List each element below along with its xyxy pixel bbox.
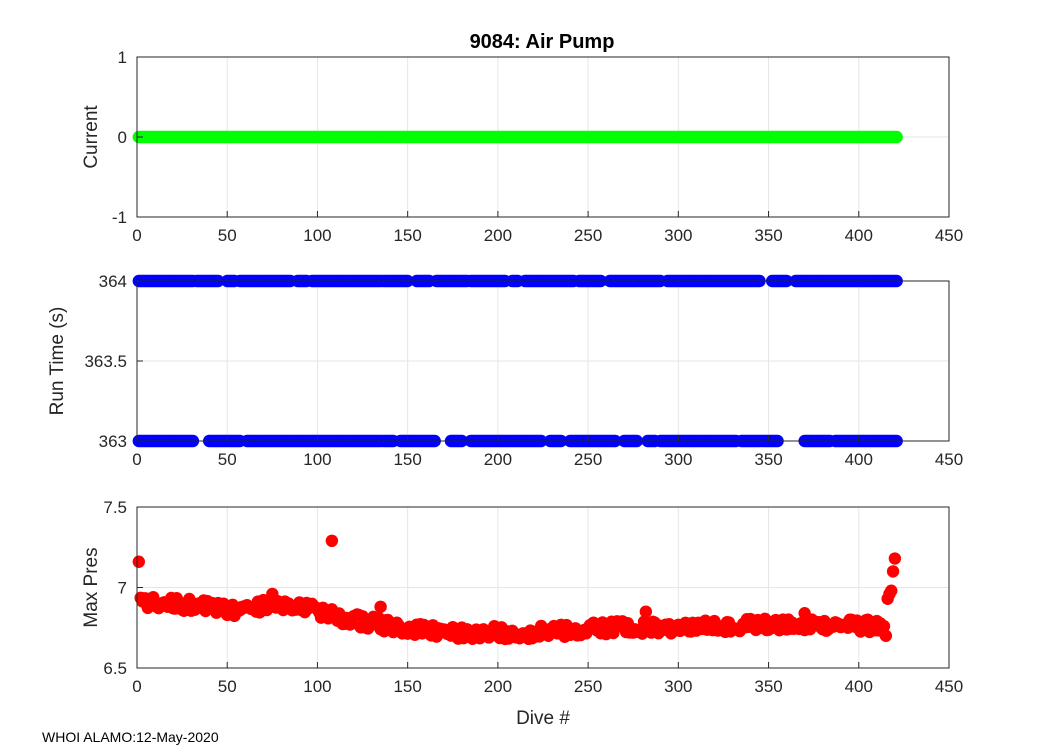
x-tick-label: 400 bbox=[845, 226, 873, 245]
x-tick-label: 450 bbox=[935, 226, 963, 245]
x-tick-label: 250 bbox=[574, 226, 602, 245]
x-tick-label: 350 bbox=[754, 226, 782, 245]
plot-panel-1: 0 50 100 150 200 250 300 350 400 450 -1 0 1 Current bbox=[81, 48, 963, 245]
plot-panel-2: 0 50 100 150 200 250 300 350 400 450 363 363.5 364 Ru… bbox=[47, 272, 963, 469]
x-tick-label: 100 bbox=[303, 450, 331, 469]
x-tick-label: 350 bbox=[754, 677, 782, 696]
x-tick-label: 0 bbox=[132, 226, 141, 245]
x-tick-label: 300 bbox=[664, 450, 692, 469]
x-tick-label: 200 bbox=[484, 450, 512, 469]
x-tick-label: 100 bbox=[303, 677, 331, 696]
x-tick-label: 50 bbox=[218, 450, 237, 469]
data-point bbox=[890, 130, 903, 144]
y-tick-label: 7.5 bbox=[103, 498, 127, 517]
plot-panel-3: 0 50 100 150 200 250 300 350 400 450 6.5 7 7.5 Max Pr… bbox=[81, 498, 963, 729]
x-tick-label: 400 bbox=[845, 677, 873, 696]
data-point bbox=[639, 605, 653, 618]
chart-title: 9084: Air Pump bbox=[470, 31, 615, 53]
data-point bbox=[374, 600, 387, 614]
x-tick-label: 150 bbox=[393, 226, 421, 245]
data-point bbox=[885, 584, 898, 597]
x-tick-label: 400 bbox=[845, 450, 873, 469]
x-tick-label: 50 bbox=[218, 226, 237, 245]
y-axis-label: Current bbox=[81, 105, 102, 169]
data-point bbox=[132, 555, 146, 568]
y-tick-label: 363.5 bbox=[84, 352, 127, 371]
x-tick-label: 150 bbox=[393, 677, 421, 696]
data-point bbox=[877, 620, 891, 633]
y-tick-label: 364 bbox=[99, 272, 127, 291]
data-point bbox=[886, 565, 900, 578]
y-tick-label: 363 bbox=[99, 432, 127, 451]
x-tick-label: 100 bbox=[303, 226, 331, 245]
data-point bbox=[798, 607, 811, 620]
x-tick-label: 0 bbox=[132, 677, 141, 696]
data-point bbox=[879, 629, 893, 642]
x-tick-label: 350 bbox=[754, 450, 782, 469]
x-axis-label: Dive # bbox=[516, 708, 570, 729]
y-tick-label: -1 bbox=[112, 208, 127, 227]
y-tick-label: 1 bbox=[118, 48, 127, 67]
y-tick-label: 0 bbox=[118, 128, 127, 147]
x-tick-label: 250 bbox=[574, 677, 602, 696]
data-series bbox=[132, 130, 903, 144]
y-axis-label: Run Time (s) bbox=[47, 307, 68, 416]
footer-stamp: WHOI ALAMO:12-May-2020 bbox=[42, 729, 219, 745]
x-tick-label: 0 bbox=[132, 450, 141, 469]
x-tick-label: 300 bbox=[664, 226, 692, 245]
data-point bbox=[325, 534, 339, 548]
y-tick-label: 7 bbox=[118, 579, 127, 598]
x-tick-label: 250 bbox=[574, 450, 602, 469]
x-tick-label: 50 bbox=[218, 677, 237, 696]
data-point bbox=[266, 587, 279, 601]
x-tick-label: 300 bbox=[664, 677, 692, 696]
x-tick-label: 150 bbox=[393, 450, 421, 469]
x-tick-label: 450 bbox=[935, 677, 963, 696]
x-tick-label: 200 bbox=[484, 677, 512, 696]
data-series bbox=[132, 534, 902, 646]
x-tick-label: 450 bbox=[935, 450, 963, 469]
data-point bbox=[888, 552, 902, 565]
x-tick-label: 200 bbox=[484, 226, 512, 245]
y-axis-label: Max Pres bbox=[81, 547, 102, 627]
y-tick-label: 6.5 bbox=[103, 659, 127, 678]
